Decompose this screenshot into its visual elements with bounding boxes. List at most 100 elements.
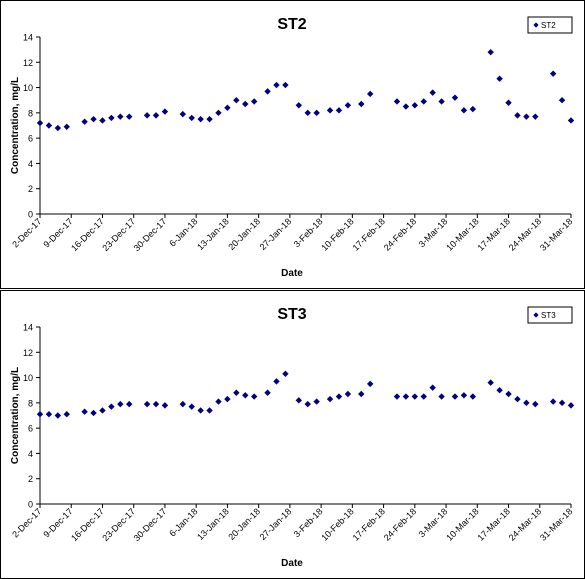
x-tick-label: 17-Mar-18 [476,506,512,542]
x-tick-label: 31-Mar-18 [538,506,574,542]
data-point [393,393,401,400]
data-point [197,407,204,414]
data-point [224,104,231,111]
data-point [63,411,70,418]
data-point [197,115,204,123]
data-point [313,398,320,405]
data-point [523,113,530,120]
y-tick-label: 6 [28,134,33,144]
data-point [233,389,240,396]
y-axis-label: Concentration, mg/L [10,367,21,464]
data-point [451,94,459,101]
data-point [250,393,258,400]
x-tick-label: 13-Jan-18 [195,506,231,542]
x-tick-label: 2-Dec-17 [10,216,43,249]
x-tick-label: 24-Feb-18 [382,506,418,542]
data-point [188,403,195,410]
data-point [108,114,115,122]
data-point [429,384,436,391]
data-point [63,123,70,130]
data-point [304,109,311,117]
y-tick-label: 6 [28,424,33,434]
x-tick-label: 24-Mar-18 [507,506,543,542]
legend-box [527,306,573,324]
data-point [469,105,477,113]
data-point [313,109,320,117]
chart-title: ST3 [277,306,306,323]
data-point [402,393,410,400]
data-point [304,400,311,408]
y-axis-label: Concentration, mg/L [10,77,21,174]
x-tick-label: 17-Feb-18 [351,506,387,542]
chart-panel-st2: ST2 0 2 4 6 8 10 12 14 2-Dec-17 9-Dec-17 16-Dec-17 2… [0,0,585,289]
x-tick-label: 6-Jan-18 [167,506,199,538]
x-tick-label: 2-Dec-17 [10,506,43,539]
x-tick-label: 24-Mar-18 [507,216,543,252]
x-tick-label: 10-Feb-18 [319,216,355,252]
y-tick-label: 2 [28,184,33,194]
x-axis-label: Date [281,268,303,279]
data-point [81,408,88,415]
legend-marker [533,22,539,28]
data-point [54,412,62,419]
data-point [532,400,539,408]
data-point [206,407,213,414]
data-point [558,399,566,407]
data-point [549,70,557,77]
data-point [460,392,468,399]
x-tick-label: 16-Dec-17 [69,506,106,543]
y-tick-label: 12 [23,58,33,68]
data-point [99,407,106,414]
data-point [152,112,160,119]
x-tick-label: 13-Jan-18 [195,216,231,252]
data-point [233,97,240,104]
chart-title: ST2 [277,16,306,33]
data-point [402,103,410,110]
data-point [549,398,557,405]
legend-label: ST3 [541,311,556,320]
x-tick-label: 31-Mar-18 [538,216,574,252]
y-tick-label: 4 [28,159,33,169]
data-point [224,395,231,403]
x-tick-label: 17-Mar-18 [476,216,512,252]
chart-panel-st3: ST3 0 2 4 6 8 10 12 14 2-Dec-17 9-Dec-17 16-Dec-17 2… [0,290,585,579]
data-point [242,392,249,399]
x-tick-label: 6-Jan-18 [167,216,199,248]
data-point [179,110,186,118]
data-point [438,98,445,105]
x-tick-label: 10-Mar-18 [444,216,480,252]
y-tick-label: 14 [23,323,33,333]
data-point [420,393,427,400]
y-tick-label: 8 [28,398,33,408]
data-point [411,393,419,400]
chart-svg-st2: ST2024681012142-Dec-179-Dec-1716-Dec-172… [10,16,574,279]
data-point [344,390,352,398]
data-point [567,402,575,409]
x-axis-label: Date [281,558,303,569]
data-point [420,98,427,105]
data-point [36,119,44,127]
data-point [282,81,289,89]
data-point [250,98,258,105]
data-point [161,402,169,409]
x-tick-label: 10-Feb-18 [319,506,355,542]
data-point [295,397,303,404]
y-tick-label: 14 [23,33,33,43]
legend-marker [533,312,539,318]
data-point [429,89,436,96]
x-tick-label: 23-Dec-17 [100,506,137,543]
y-tick-label: 10 [23,83,33,93]
data-point [108,403,115,410]
data-point [523,399,530,407]
data-point [45,122,53,129]
data-point [161,108,169,115]
y-tick-label: 10 [23,373,33,383]
data-point [358,390,365,398]
data-point [326,107,334,114]
data-point [487,48,494,56]
data-point [496,75,503,82]
data-point [335,107,343,114]
data-point [326,395,334,403]
data-point [99,117,106,124]
data-point [264,389,271,396]
